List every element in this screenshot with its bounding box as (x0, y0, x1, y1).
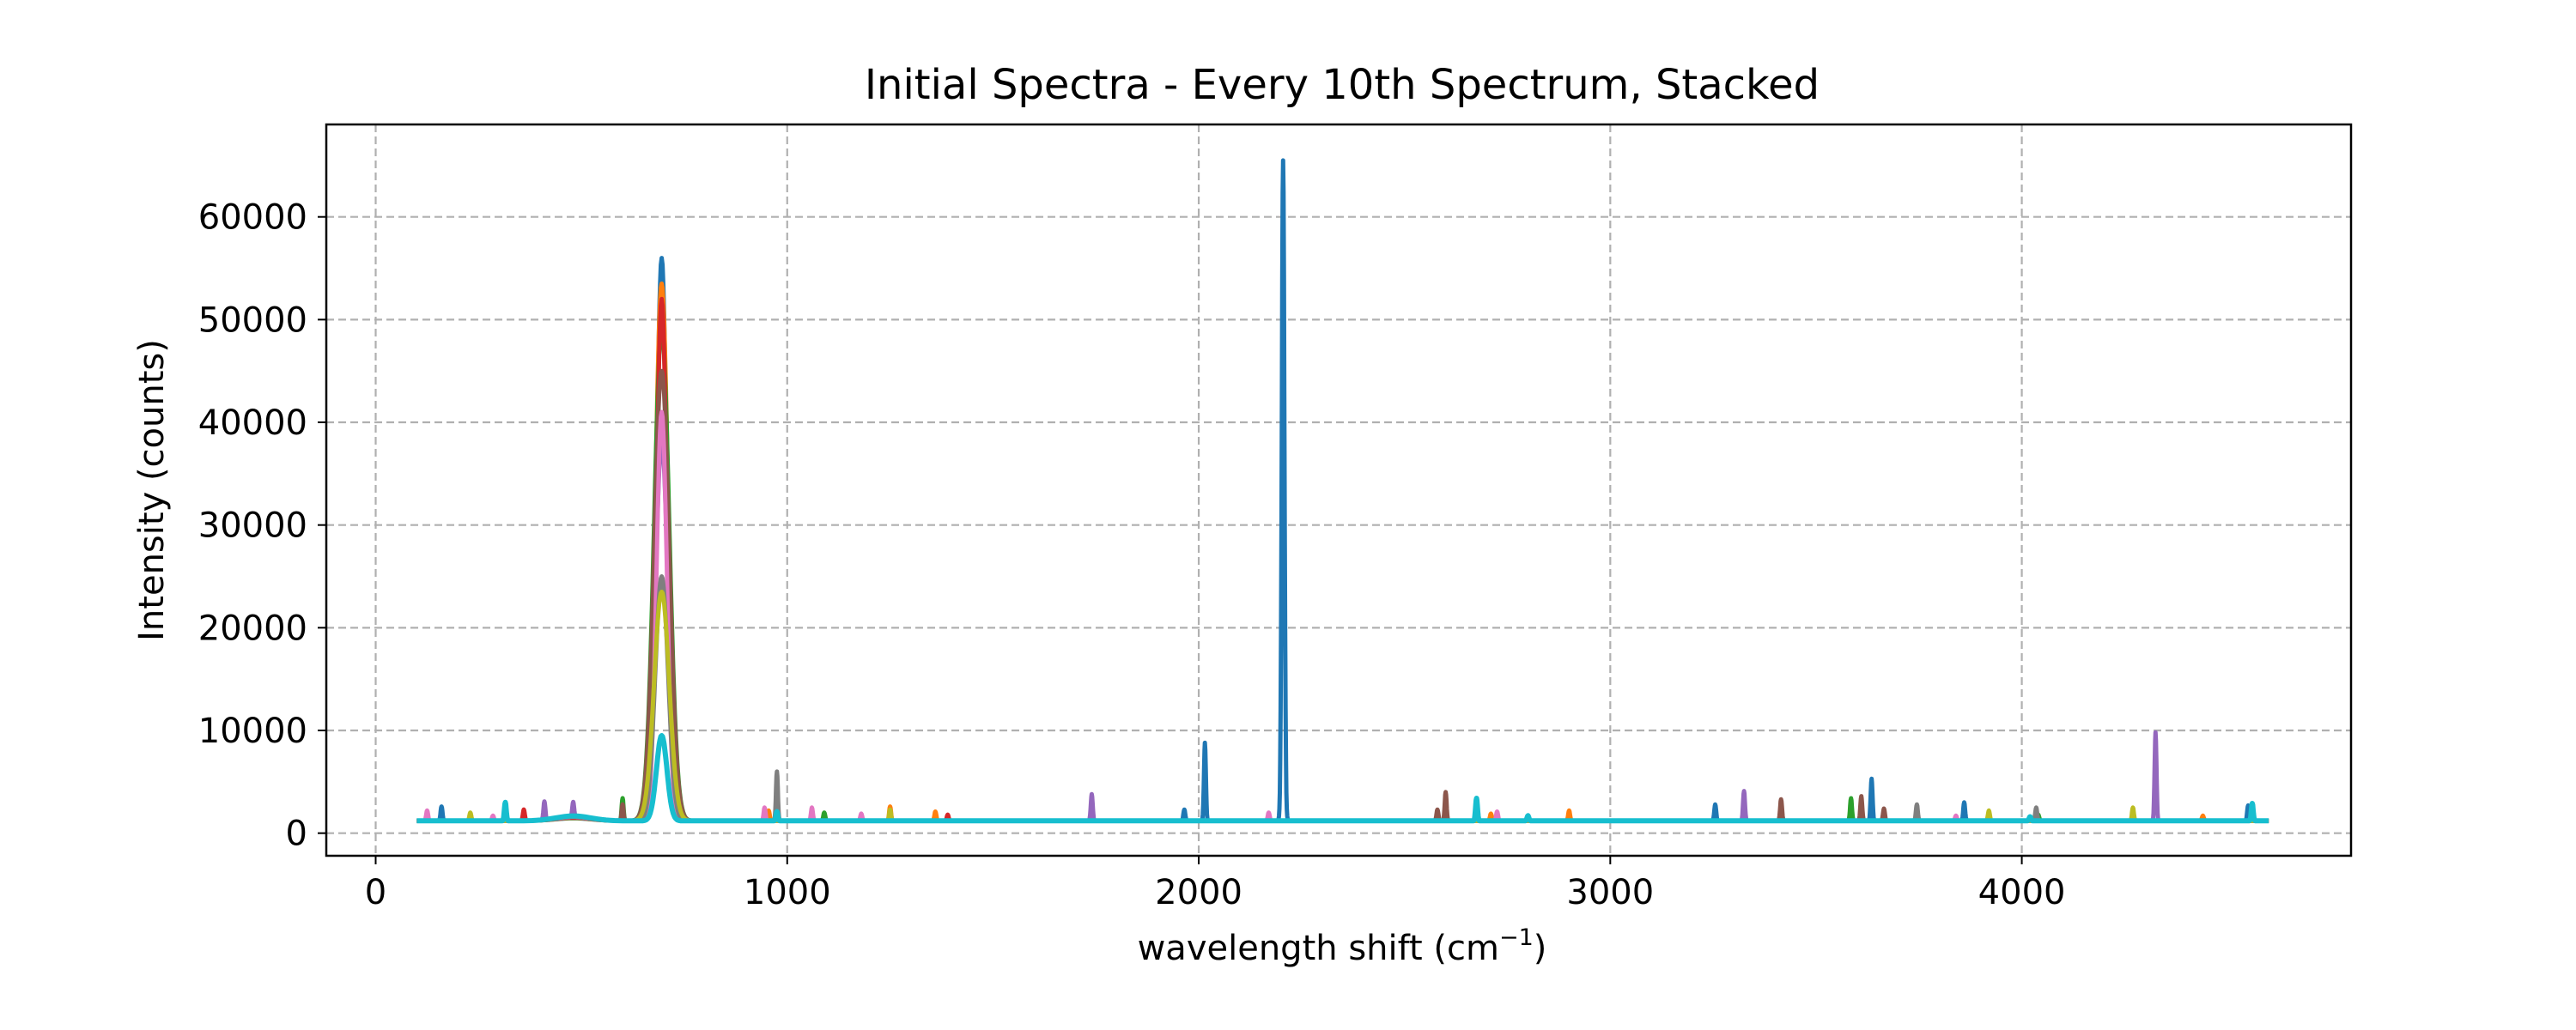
y-tick-label: 10000 (198, 712, 307, 751)
spectrum-line-6 (416, 368, 2269, 823)
y-tick-label: 50000 (198, 300, 307, 340)
spectrum-line-4 (416, 296, 2269, 823)
plot-series-group (416, 158, 2269, 824)
spectrum-line-9 (416, 590, 2269, 823)
x-axis-label: wavelength shift (cm−1) (1138, 924, 1547, 968)
spectrum-line-8 (416, 574, 2269, 823)
y-tick-label: 40000 (198, 403, 307, 443)
chart-title: Initial Spectra - Every 10th Spectrum, S… (865, 61, 1820, 109)
x-axis-label-close: ) (1534, 929, 1547, 968)
x-tick-label: 4000 (1978, 873, 2066, 912)
x-axis-label-superscript: −1 (1499, 924, 1534, 951)
spectrum-line-7 (416, 409, 2269, 823)
spectrum-line-10 (416, 733, 2269, 824)
x-tick-label: 3000 (1566, 873, 1654, 912)
x-axis-label-main: wavelength shift (cm (1138, 929, 1499, 968)
spectrum-line-3 (416, 327, 2269, 823)
spectrum-line-5 (416, 440, 2269, 823)
x-tick-label: 1000 (744, 873, 831, 912)
spectrum-line-1 (416, 158, 2269, 823)
y-axis-label: Intensity (counts) (132, 339, 172, 641)
x-axis-ticks: 0 1000 2000 3000 4000 (365, 856, 2066, 912)
x-tick-label: 0 (365, 873, 386, 912)
y-tick-label: 20000 (198, 609, 307, 648)
y-tick-label: 60000 (198, 198, 307, 238)
spectrum-line-2 (416, 282, 2269, 823)
y-tick-label: 30000 (198, 506, 307, 546)
grid-lines (326, 124, 2351, 856)
x-tick-label: 2000 (1155, 873, 1242, 912)
y-tick-label: 0 (286, 815, 307, 854)
plot-frame (325, 123, 2353, 857)
y-axis-ticks: 0 10000 20000 30000 40000 50000 60000 (198, 198, 326, 854)
